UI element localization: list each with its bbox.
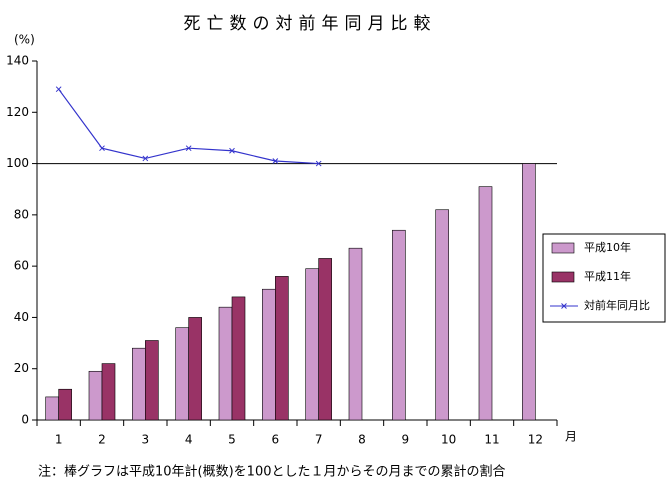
bar [101,363,116,421]
x-tick-label: 4 [185,433,193,447]
bar [435,209,449,421]
bar [88,370,103,421]
line-marker [229,147,235,154]
bar [145,340,159,421]
y-unit: (%) [14,33,35,47]
line-marker [272,158,279,164]
x-tick-label: 5 [228,433,236,447]
bar [305,268,319,421]
y-tick-label: 140 [6,54,29,68]
x-unit: 月 [565,430,577,444]
x-tick-label: 8 [358,433,366,447]
bar [275,276,289,421]
x-tick-label: 7 [315,433,323,447]
line-marker [142,155,149,162]
line-marker [99,145,105,152]
y-tick-label: 100 [6,156,29,170]
y-tick-label: 60 [14,259,29,273]
bar [132,347,146,421]
x-tick-label: 12 [528,433,543,447]
legend-swatch [551,242,575,254]
legend-label: 平成11年 [584,269,631,283]
x-tick-label: 3 [142,433,150,447]
legend-swatch [561,303,567,309]
bar [188,317,202,421]
line-marker [185,145,192,152]
x-tick-label: 9 [402,433,410,447]
legend-label: 対前年同月比 [584,298,650,312]
bar [175,327,189,421]
note: 注：棒グラフは平成10年計(概数)を100とした１月からその月までの累計の割合 [38,464,506,480]
bar [522,163,536,421]
bar [45,396,59,421]
y-tick-label: 120 [6,105,29,119]
bar [231,296,246,421]
bar [58,388,72,421]
y-tick-label: 20 [14,361,29,375]
y-tick-label: 0 [21,413,29,427]
line-marker [315,160,322,167]
line-marker [55,86,62,93]
bar [218,306,233,421]
y-tick-label: 40 [14,310,29,324]
legend-swatch [551,271,575,283]
chart-title: 死亡数の対前年同月比較 [184,14,437,34]
bar [262,288,276,421]
x-tick-label: 6 [272,433,280,447]
legend-label: 平成10年 [584,240,631,254]
bar [478,186,493,421]
line [58,88,319,165]
y-tick-label: 80 [14,207,29,221]
x-tick-label: 11 [484,433,499,447]
bar [392,229,406,421]
x-tick-label: 10 [441,433,456,447]
x-tick-label: 1 [55,433,63,447]
bar [318,258,332,421]
bar [348,247,363,421]
x-tick-label: 2 [98,433,106,447]
